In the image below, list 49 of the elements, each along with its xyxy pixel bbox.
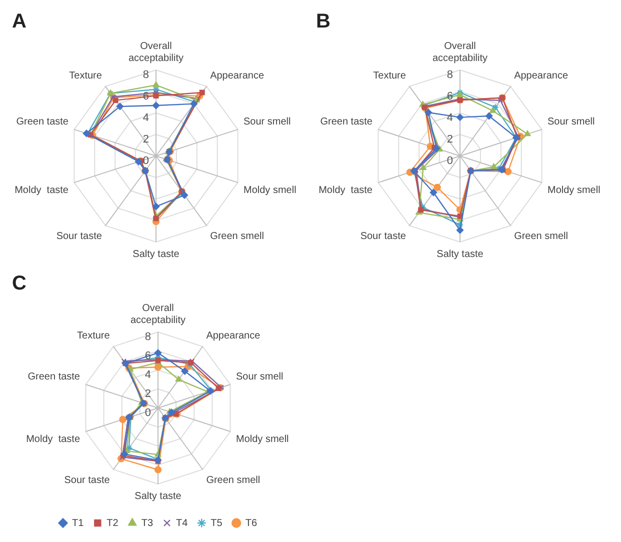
y-tick-label: 8 xyxy=(446,69,453,82)
y-tick-label: 4 xyxy=(144,369,151,382)
spoke-label: Moldy smell xyxy=(243,185,296,196)
spoke-label: Texture xyxy=(69,70,102,82)
spoke-label: Overall acceptability xyxy=(432,40,488,64)
spoke-label: Green taste xyxy=(28,371,80,382)
spoke-label: Salty taste xyxy=(436,248,484,260)
chart-title: B xyxy=(316,10,330,33)
legend-label: T3 xyxy=(141,518,154,529)
spoke-label: Appearance xyxy=(210,70,264,82)
spoke-label: Appearance xyxy=(206,330,261,342)
y-tick-label: 2 xyxy=(446,134,453,146)
spoke-label: Overall acceptability xyxy=(130,302,186,326)
legend-label: T6 xyxy=(245,518,258,529)
legend-label: T2 xyxy=(106,518,119,529)
chart-title: A xyxy=(12,10,26,33)
y-tick-label: 0 xyxy=(144,407,151,420)
legend-label: T4 xyxy=(176,518,188,529)
spoke-label: Moldy taste xyxy=(14,185,69,196)
spoke-label: Green taste xyxy=(320,116,373,128)
y-tick-label: 4 xyxy=(142,112,149,124)
y-tick-label: 8 xyxy=(142,69,149,82)
spoke-label: Sour taste xyxy=(56,231,102,242)
y-tick-label: 0 xyxy=(446,155,453,168)
spoke-label: Moldy smell xyxy=(236,434,289,446)
spoke-label: Moldy smell xyxy=(547,185,600,196)
spoke-label: Sour smell xyxy=(547,116,595,128)
spoke-label: Texture xyxy=(77,330,110,342)
spoke-label: Moldy taste xyxy=(318,185,373,196)
legend-label: T1 xyxy=(72,518,84,529)
y-tick-label: 2 xyxy=(144,388,151,400)
y-tick-label: 2 xyxy=(142,134,149,146)
chart-title: C xyxy=(12,272,26,295)
spoke-label: Texture xyxy=(373,70,406,82)
spoke-label: Green smell xyxy=(206,475,260,486)
spoke-label: Salty taste xyxy=(132,248,180,260)
spoke-label: Green taste xyxy=(16,116,69,128)
spoke-label: Sour taste xyxy=(64,475,110,486)
spoke-label: Green smell xyxy=(514,231,568,242)
spoke-label: Sour taste xyxy=(360,231,406,242)
y-tick-label: 8 xyxy=(144,331,151,344)
legend-label: T5 xyxy=(210,518,223,529)
spoke-label: Salty taste xyxy=(134,490,182,502)
spoke-label: Appearance xyxy=(514,70,568,82)
spoke-label: Sour smell xyxy=(236,371,284,382)
spoke-label: Moldy taste xyxy=(26,434,80,446)
spoke-label: Sour smell xyxy=(243,116,291,128)
spoke-label: Overall acceptability xyxy=(128,40,184,64)
spoke-label: Green smell xyxy=(210,231,264,242)
